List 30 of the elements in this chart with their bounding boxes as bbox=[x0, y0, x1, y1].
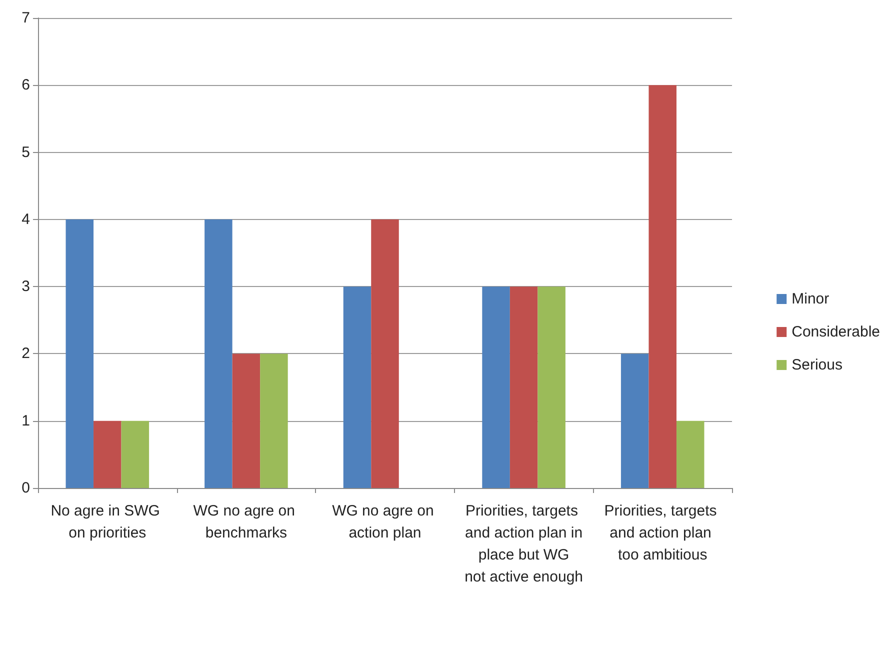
bar bbox=[94, 420, 122, 488]
bar bbox=[232, 354, 260, 488]
x-tick-label: No agre in SWG on priorities bbox=[50, 502, 164, 542]
bar bbox=[66, 219, 94, 488]
bar bbox=[204, 219, 232, 488]
x-tick-label: Priorities, targets and action plan too ambitious bbox=[604, 502, 721, 564]
y-tick-label: 5 bbox=[22, 144, 30, 161]
bar bbox=[676, 420, 704, 488]
bar bbox=[510, 286, 538, 488]
y-tick-label: 1 bbox=[22, 412, 30, 430]
legend-label: Minor bbox=[792, 290, 830, 308]
x-tick-label: WG no agre on benchmarks bbox=[193, 502, 300, 542]
bar bbox=[648, 85, 676, 488]
y-tick-label: 7 bbox=[22, 10, 30, 26]
x-tick-label: WG no agre on action plan bbox=[332, 502, 438, 542]
bar bbox=[343, 286, 372, 488]
bar bbox=[371, 219, 399, 488]
legend-label: Considerable bbox=[792, 324, 880, 340]
y-tick-label: 4 bbox=[22, 210, 30, 228]
legend-label: Serious bbox=[792, 356, 842, 374]
bar bbox=[620, 354, 649, 488]
y-tick-label: 6 bbox=[22, 76, 30, 94]
bar bbox=[538, 286, 566, 488]
bar bbox=[121, 420, 150, 488]
y-tick-label: 3 bbox=[22, 278, 30, 296]
bar bbox=[482, 286, 510, 488]
bar bbox=[260, 354, 288, 488]
y-tick-label: 2 bbox=[22, 345, 30, 362]
x-tick-label: Priorities, targets and action plan in place but WG not active enough bbox=[464, 502, 584, 586]
y-tick-label: 0 bbox=[22, 480, 30, 496]
